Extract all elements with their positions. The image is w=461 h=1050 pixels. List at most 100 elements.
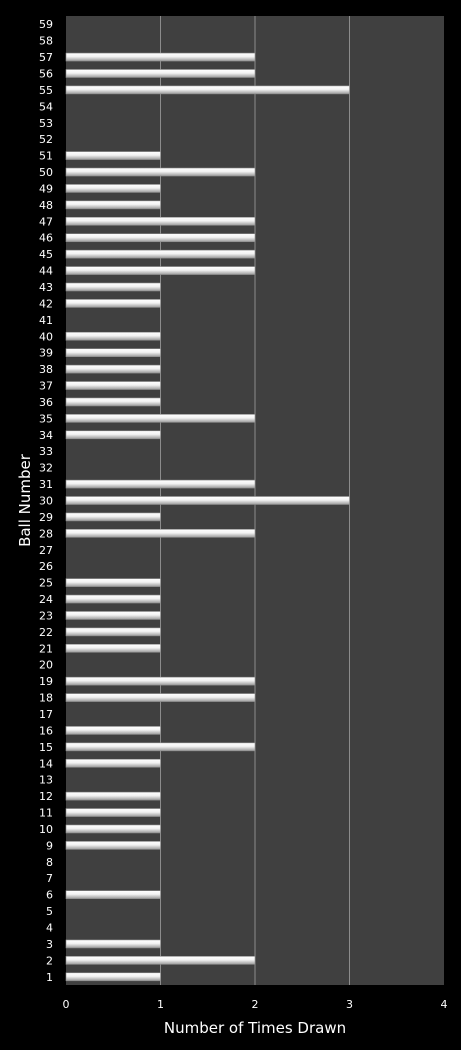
y-tick-label-47: 47	[39, 215, 53, 228]
bar-ball-28	[65, 529, 256, 538]
bar-ball-3	[65, 939, 161, 949]
bar-ball-2	[65, 956, 256, 965]
y-tick-label-57: 57	[39, 51, 53, 64]
bar-ball-15	[65, 742, 256, 752]
y-tick-label-30: 30	[39, 495, 53, 508]
bar-ball-10	[65, 824, 161, 834]
bar-ball-45	[65, 249, 256, 259]
y-tick-label-49: 49	[39, 182, 53, 195]
bar-ball-25	[65, 578, 161, 587]
y-tick-label-20: 20	[39, 659, 53, 672]
y-tick-label-36: 36	[39, 396, 53, 409]
bars	[65, 52, 350, 982]
x-axis-title: Number of Times Drawn	[164, 1019, 346, 1037]
bar-ball-31	[65, 479, 256, 489]
bar-ball-18	[65, 693, 256, 702]
bar-ball-21	[65, 644, 161, 653]
y-tick-label-28: 28	[39, 527, 53, 540]
bar-ball-37	[65, 381, 161, 390]
y-tick-label-6: 6	[46, 889, 53, 902]
bar-ball-39	[65, 348, 161, 357]
y-tick-label-45: 45	[39, 248, 53, 261]
bar-ball-38	[65, 364, 161, 374]
y-tick-label-53: 53	[39, 117, 53, 130]
y-tick-label-3: 3	[46, 938, 53, 951]
y-tick-label-43: 43	[39, 281, 53, 294]
y-tick-label-4: 4	[46, 922, 53, 935]
x-tick-label-2: 2	[252, 998, 259, 1011]
y-tick-label-26: 26	[39, 560, 53, 573]
y-tick-label-1: 1	[46, 971, 53, 984]
bar-ball-47	[65, 216, 256, 226]
bar-ball-9	[65, 841, 161, 850]
x-tick-label-1: 1	[157, 998, 164, 1011]
y-tick-label-40: 40	[39, 330, 53, 343]
y-tick-label-48: 48	[39, 199, 53, 212]
bar-ball-49	[65, 184, 161, 193]
y-tick-label-15: 15	[39, 741, 53, 754]
y-tick-label-34: 34	[39, 429, 53, 442]
bar-ball-50	[65, 167, 256, 177]
y-tick-label-58: 58	[39, 35, 53, 48]
y-tick-label-16: 16	[39, 724, 53, 737]
y-tick-label-29: 29	[39, 511, 53, 524]
x-tick-labels: 0 1 2 3 4	[63, 998, 448, 1011]
bar-ball-55	[65, 85, 350, 95]
y-tick-label-54: 54	[39, 100, 53, 113]
y-tick-label-59: 59	[39, 18, 53, 31]
bar-ball-6	[65, 890, 161, 899]
y-tick-label-46: 46	[39, 232, 53, 245]
bar-ball-40	[65, 331, 161, 341]
bar-ball-11	[65, 808, 161, 817]
bar-ball-34	[65, 430, 161, 440]
bar-ball-14	[65, 758, 161, 768]
bar-ball-1	[65, 972, 161, 982]
y-tick-label-14: 14	[39, 757, 53, 770]
bar-ball-24	[65, 594, 161, 604]
y-tick-label-2: 2	[46, 954, 53, 967]
y-tick-label-44: 44	[39, 265, 53, 278]
bar-ball-43	[65, 282, 161, 292]
bar-ball-56	[65, 69, 256, 78]
bar-ball-36	[65, 397, 161, 407]
y-tick-label-19: 19	[39, 675, 53, 688]
y-tick-label-39: 39	[39, 347, 53, 360]
bar-ball-16	[65, 726, 161, 735]
bar-ball-19	[65, 676, 256, 686]
y-tick-label-37: 37	[39, 380, 53, 393]
y-tick-label-24: 24	[39, 593, 53, 606]
y-tick-label-50: 50	[39, 166, 53, 179]
y-tick-label-41: 41	[39, 314, 53, 327]
y-tick-label-56: 56	[39, 67, 53, 80]
bar-ball-51	[65, 151, 161, 160]
y-tick-label-18: 18	[39, 692, 53, 705]
y-tick-label-13: 13	[39, 774, 53, 787]
y-tick-labels: 1234567891011121314151617181920212223242…	[39, 18, 53, 984]
y-tick-label-22: 22	[39, 626, 53, 639]
bar-ball-35	[65, 414, 256, 423]
x-tick-label-3: 3	[346, 998, 353, 1011]
bar-ball-46	[65, 233, 256, 243]
bar-ball-42	[65, 299, 161, 308]
x-tick-label-0: 0	[63, 998, 70, 1011]
y-tick-label-27: 27	[39, 544, 53, 557]
bar-ball-30	[65, 496, 350, 505]
y-tick-label-7: 7	[46, 872, 53, 885]
y-tick-label-55: 55	[39, 84, 53, 97]
y-tick-label-32: 32	[39, 462, 53, 475]
y-tick-label-10: 10	[39, 823, 53, 836]
y-tick-label-52: 52	[39, 133, 53, 146]
y-tick-label-35: 35	[39, 412, 53, 425]
y-tick-label-38: 38	[39, 363, 53, 376]
bar-ball-48	[65, 200, 161, 210]
y-tick-label-33: 33	[39, 445, 53, 458]
y-tick-label-51: 51	[39, 150, 53, 163]
y-tick-label-17: 17	[39, 708, 53, 721]
bar-ball-12	[65, 791, 161, 801]
bar-ball-22	[65, 627, 161, 637]
y-axis-title: Ball Number	[16, 453, 34, 547]
y-tick-label-31: 31	[39, 478, 53, 491]
y-tick-label-23: 23	[39, 609, 53, 622]
